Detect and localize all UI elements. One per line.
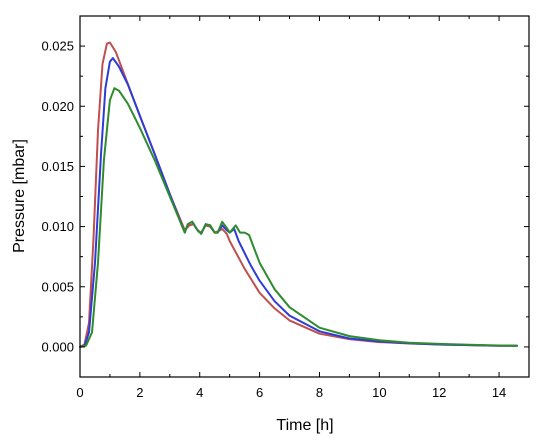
axes: 0 2 4 6 8 10 12 14 0.000 0.005 0.010 0.015 0.020 0.02… bbox=[41, 16, 529, 400]
x-tick-label: 2 bbox=[136, 385, 143, 400]
x-tick-label: 14 bbox=[492, 385, 506, 400]
x-tick-label: 6 bbox=[256, 385, 263, 400]
y-tick-label: 0.005 bbox=[41, 279, 74, 294]
plot-frame bbox=[79, 15, 530, 378]
x-tick-label: 12 bbox=[432, 385, 446, 400]
y-tick-label: 0.025 bbox=[41, 39, 74, 54]
series-line-1 bbox=[79, 41, 518, 348]
x-tick-label: 10 bbox=[372, 385, 386, 400]
y-tick-label: 0.010 bbox=[41, 219, 74, 234]
x-tick-label: 8 bbox=[316, 385, 323, 400]
plot-area bbox=[79, 41, 518, 348]
x-tick-label: 4 bbox=[196, 385, 203, 400]
y-tick-label: 0.020 bbox=[41, 99, 74, 114]
series-line-3 bbox=[79, 87, 518, 348]
series-line-2 bbox=[79, 57, 518, 348]
y-axis-title: Pressure [mbar] bbox=[11, 139, 28, 253]
x-tick-label: 0 bbox=[76, 385, 83, 400]
x-axis-title: Time [h] bbox=[276, 417, 333, 434]
y-tick-label: 0.015 bbox=[41, 159, 74, 174]
y-tick-label: 0.000 bbox=[41, 339, 74, 354]
